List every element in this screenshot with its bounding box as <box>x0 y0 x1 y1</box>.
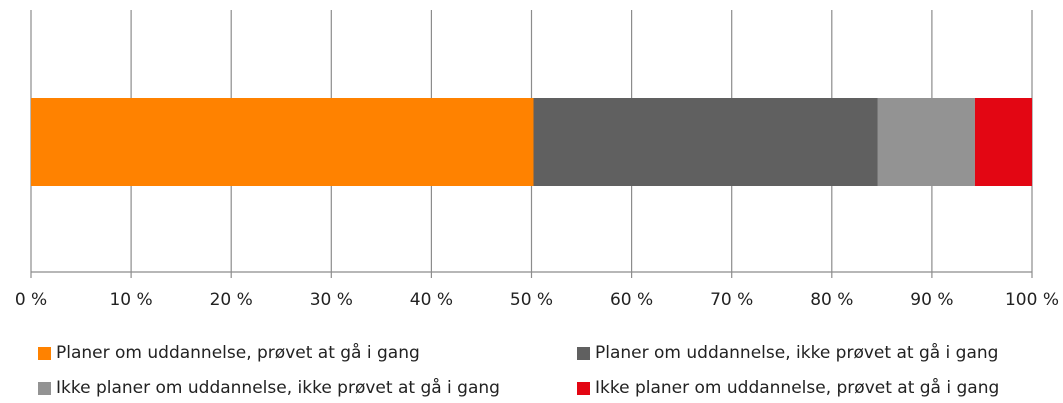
bar-segment <box>31 98 534 186</box>
x-tick-label: 60 % <box>610 290 653 310</box>
bar-segments <box>31 98 1032 186</box>
legend-swatch <box>38 346 51 360</box>
x-tick-labels: 0 % 10 % 20 % 30 % 40 % 50 % 60 % 70 % 80 % 90 % 1… <box>15 290 1059 310</box>
legend-label: Ikke planer om uddannelse, ikke prøvet a… <box>56 378 500 398</box>
legend-label: Ikke planer om uddannelse, prøvet at gå … <box>595 378 1000 398</box>
x-tick-label: 70 % <box>710 290 753 310</box>
bar-segment <box>877 98 975 186</box>
x-tick-label: 10 % <box>109 290 152 310</box>
legend-swatch <box>577 346 590 360</box>
stacked-bar-chart: 0 % 10 % 20 % 30 % 40 % 50 % 60 % 70 % 80 % 90 % 1… <box>15 10 1059 310</box>
x-tick-label: 40 % <box>410 290 453 310</box>
x-tick-label: 30 % <box>310 290 353 310</box>
legend-label: Planer om uddannelse, prøvet at gå i gan… <box>56 343 420 363</box>
x-tick-label: 90 % <box>910 290 953 310</box>
x-tick-label: 0 % <box>15 290 47 310</box>
legend-item-ikke-planer-ikke-proevet: Ikke planer om uddannelse, ikke prøvet a… <box>38 378 500 398</box>
x-tick-label: 50 % <box>510 290 553 310</box>
bar-segment <box>533 98 878 186</box>
bar-segment <box>974 98 1032 186</box>
x-tick-label: 80 % <box>810 290 853 310</box>
x-tick-label: 20 % <box>210 290 253 310</box>
legend-item-planer-ikke-proevet: Planer om uddannelse, ikke prøvet at gå … <box>577 343 998 363</box>
legend-item-planer-proevet: Planer om uddannelse, prøvet at gå i gan… <box>38 343 420 363</box>
legend-label: Planer om uddannelse, ikke prøvet at gå … <box>595 343 999 363</box>
legend-swatch <box>577 381 590 395</box>
x-tick-label: 100 % <box>1005 290 1059 310</box>
legend-swatch <box>38 381 51 395</box>
legend: Planer om uddannelse, prøvet at gå i gan… <box>0 330 1063 403</box>
legend-item-ikke-planer-proevet: Ikke planer om uddannelse, prøvet at gå … <box>577 378 999 398</box>
